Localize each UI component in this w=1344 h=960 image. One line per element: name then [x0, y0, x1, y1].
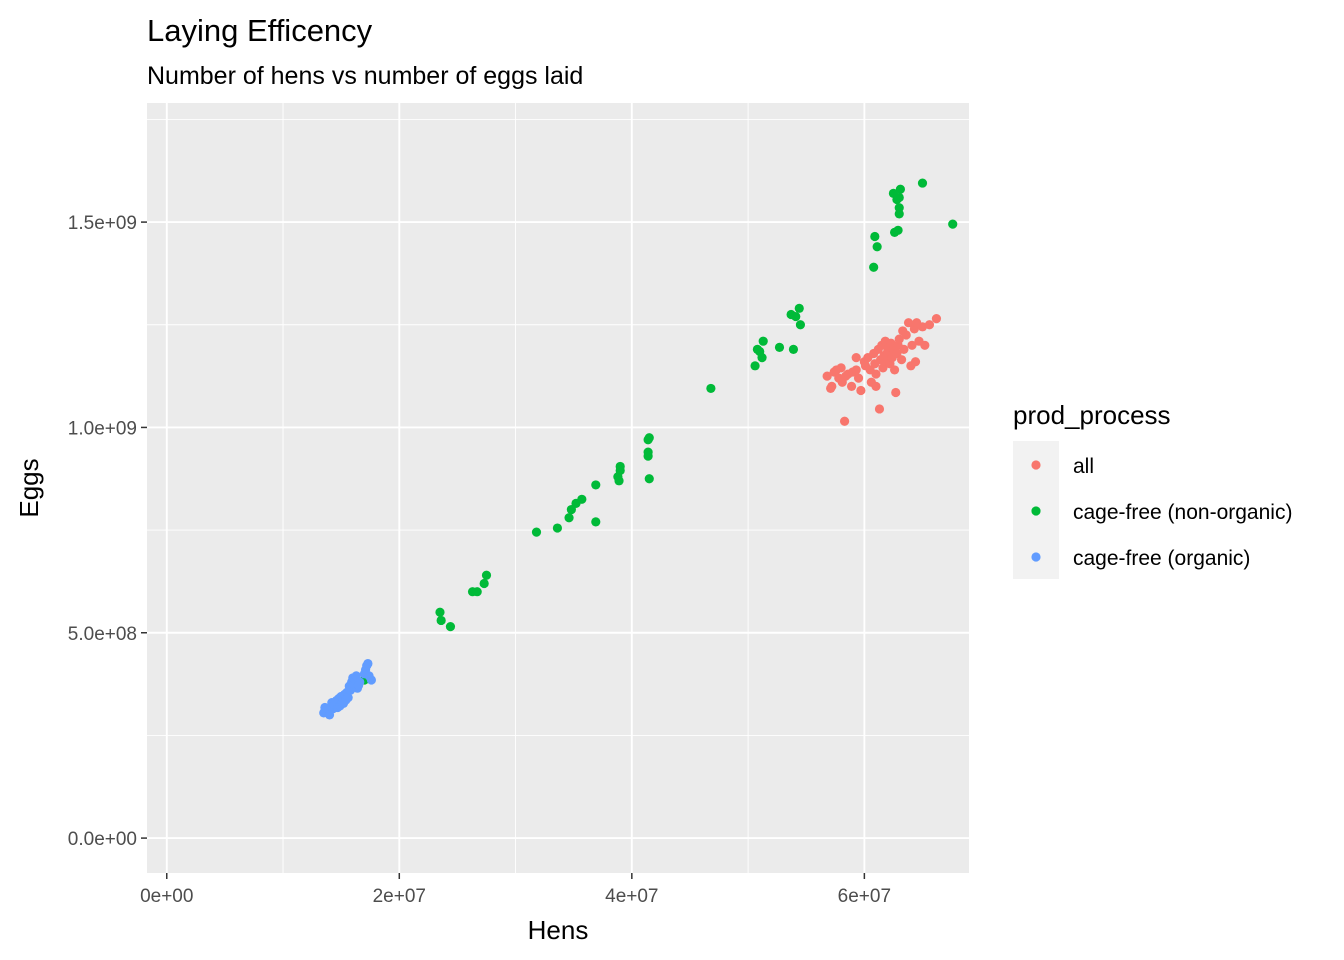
- data-point-series-2: [354, 680, 364, 690]
- data-point-series-1: [435, 607, 445, 617]
- data-point-series-2: [366, 675, 376, 685]
- grid-lines: [147, 103, 969, 873]
- chart-title: Laying Efficency: [147, 13, 373, 48]
- data-point-series-0: [891, 387, 901, 398]
- y-tick-label: 1.0e+09: [68, 418, 137, 439]
- data-point-series-1: [870, 231, 880, 242]
- data-point-series-0: [898, 326, 908, 336]
- legend: prod_process all cage-free (non-organic) c…: [1013, 400, 1292, 579]
- data-point-series-1: [577, 494, 587, 504]
- axis-ticks: 0e+00 2e+07 4e+07 6e+07 0.0e+00 5.0e+08 1.0e+0…: [68, 213, 891, 907]
- data-points: [319, 178, 958, 720]
- data-point-series-0: [853, 373, 864, 383]
- data-point-series-1: [591, 517, 601, 527]
- data-point-series-1: [615, 465, 625, 476]
- data-point-series-1: [643, 451, 653, 461]
- data-point-series-0: [917, 322, 928, 332]
- data-point-series-0: [896, 355, 907, 365]
- data-point-series-0: [836, 363, 846, 373]
- data-point-series-2: [320, 702, 330, 713]
- legend-label-2: cage-free (organic): [1073, 547, 1250, 570]
- data-point-series-1: [757, 353, 767, 363]
- data-point-series-1: [644, 433, 654, 443]
- x-tick-label: 4e+07: [605, 886, 658, 907]
- data-point-series-1: [436, 615, 446, 626]
- data-point-series-0: [871, 381, 881, 391]
- y-tick-label: 0.0e+00: [68, 829, 137, 850]
- legend-key-1: [1031, 506, 1041, 516]
- data-point-series-0: [899, 344, 909, 354]
- data-point-series-1: [917, 178, 928, 188]
- data-point-series-0: [889, 365, 900, 375]
- data-point-series-0: [910, 357, 921, 367]
- data-point-series-2: [338, 698, 349, 708]
- data-point-series-1: [445, 622, 456, 632]
- data-point-series-0: [827, 381, 837, 391]
- x-tick-label: 6e+07: [838, 886, 891, 907]
- data-point-series-0: [907, 340, 917, 350]
- data-point-series-1: [893, 225, 903, 235]
- x-tick-label: 0e+00: [140, 886, 193, 907]
- data-point-series-0: [846, 381, 857, 391]
- y-tick-label: 1.5e+09: [68, 213, 137, 234]
- data-point-series-0: [856, 385, 866, 396]
- data-point-series-1: [894, 192, 904, 203]
- plot-panel: [147, 103, 969, 873]
- legend-label-1: cage-free (non-organic): [1073, 501, 1292, 524]
- legend-label-0: all: [1073, 455, 1094, 478]
- data-point-series-0: [851, 365, 861, 375]
- data-point-series-1: [481, 570, 492, 580]
- data-point-series-1: [794, 303, 804, 313]
- data-point-series-1: [774, 342, 785, 352]
- data-point-series-0: [894, 334, 904, 344]
- data-point-series-1: [948, 219, 958, 229]
- x-axis-title: Hens: [528, 915, 589, 945]
- data-point-series-0: [839, 416, 850, 426]
- data-point-series-1: [552, 523, 563, 533]
- data-point-series-1: [531, 527, 542, 537]
- data-point-series-0: [871, 369, 881, 379]
- data-point-series-1: [644, 474, 654, 484]
- data-point-series-1: [795, 320, 806, 330]
- chart-subtitle: Number of hens vs number of eggs laid: [147, 62, 583, 90]
- data-point-series-0: [822, 371, 832, 381]
- data-point-series-0: [920, 340, 930, 350]
- data-point-series-0: [851, 353, 861, 363]
- data-point-series-1: [614, 476, 624, 486]
- data-point-series-1: [894, 209, 904, 219]
- y-axis-title: Eggs: [14, 458, 44, 517]
- data-point-series-1: [750, 361, 760, 371]
- data-point-series-1: [895, 184, 906, 194]
- data-point-series-1: [706, 383, 716, 394]
- data-point-series-1: [788, 344, 799, 354]
- data-point-series-2: [363, 658, 373, 669]
- legend-title: prod_process: [1013, 400, 1171, 430]
- data-point-series-0: [903, 318, 914, 328]
- legend-key-2: [1031, 552, 1041, 562]
- data-point-series-1: [472, 587, 482, 597]
- data-point-series-0: [874, 404, 885, 414]
- data-point-series-1: [869, 262, 879, 272]
- legend-key-0: [1031, 460, 1041, 470]
- x-tick-label: 2e+07: [373, 886, 426, 907]
- data-point-series-0: [931, 314, 942, 324]
- data-point-series-1: [791, 311, 801, 322]
- data-point-series-1: [591, 480, 601, 490]
- data-point-series-0: [924, 320, 935, 330]
- y-tick-label: 5.0e+08: [68, 624, 137, 645]
- data-point-series-1: [872, 242, 882, 252]
- data-point-series-1: [564, 513, 574, 523]
- data-point-series-1: [758, 336, 768, 346]
- data-point-series-1: [479, 578, 489, 589]
